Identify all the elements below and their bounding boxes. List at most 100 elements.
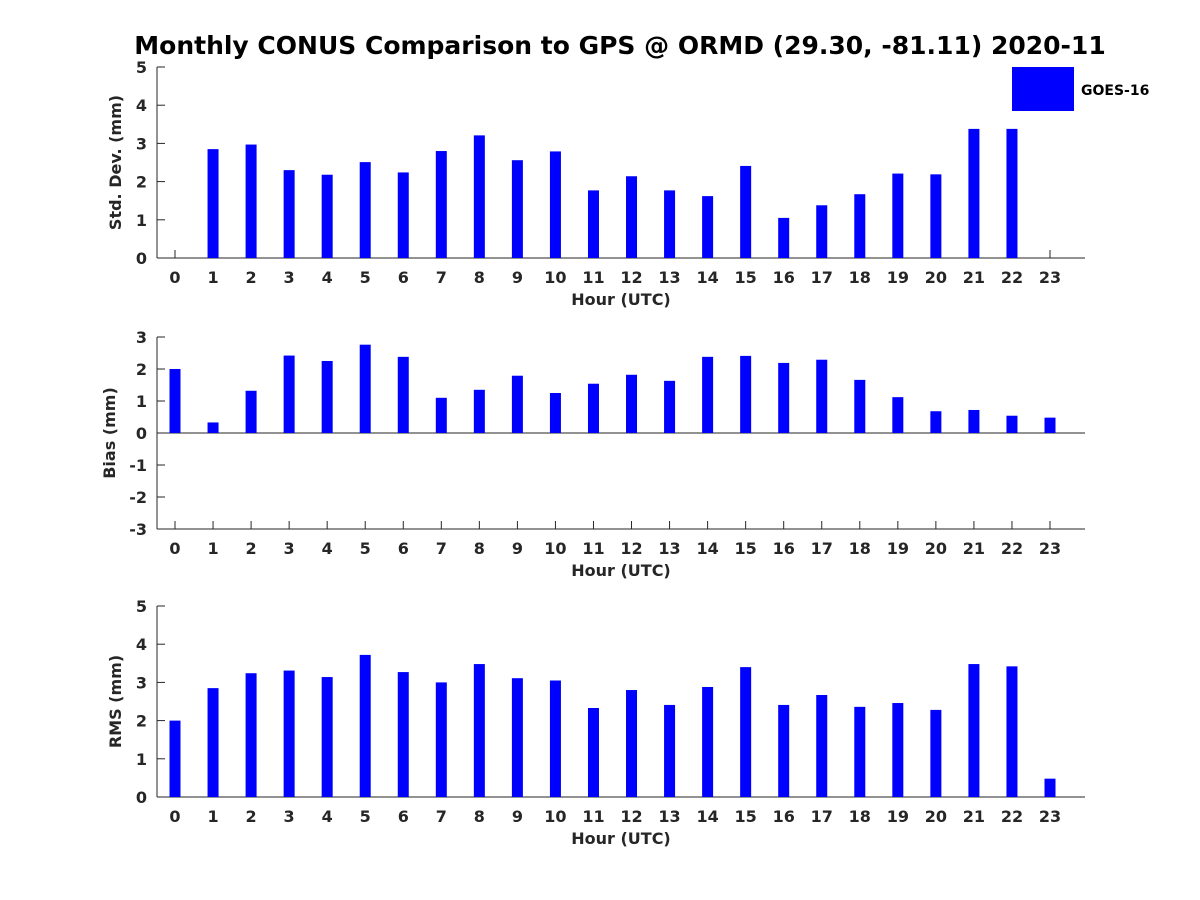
rms-y-tick-label: 4	[136, 635, 147, 654]
std-dev-bar-1	[207, 149, 219, 258]
bias-y-tick-label: -3	[129, 520, 147, 539]
std-dev-x-tick-label: 22	[1001, 268, 1023, 287]
rms-bar-6	[397, 672, 409, 797]
bias-bar-13	[664, 380, 676, 433]
legend-swatch	[1012, 67, 1074, 111]
rms-y-axis-label: RMS (mm)	[106, 655, 125, 748]
figure-title: Monthly CONUS Comparison to GPS @ ORMD (…	[134, 31, 1105, 60]
std-dev-x-tick-label: 9	[512, 268, 523, 287]
rms-bar-5	[359, 654, 371, 797]
bias-bar-23	[1044, 417, 1056, 433]
rms-bar-9	[511, 678, 523, 797]
bias-y-tick-label: 2	[136, 360, 147, 379]
bias-bar-20	[930, 411, 942, 433]
std-dev-x-axis-label: Hour (UTC)	[571, 290, 671, 309]
std-dev-bar-5	[359, 162, 371, 258]
bias-x-tick-label: 23	[1039, 539, 1061, 558]
rms-x-tick-label: 7	[436, 807, 447, 826]
std-dev-y-tick-label: 2	[136, 173, 147, 192]
std-dev-x-tick-label: 10	[544, 268, 566, 287]
std-dev-bar-3	[283, 170, 295, 258]
std-dev-y-tick-label: 5	[136, 58, 147, 77]
bias-bar-22	[1006, 415, 1018, 433]
rms-bar-15	[740, 667, 752, 797]
bias-x-tick-label: 17	[811, 539, 833, 558]
rms-bar-1	[207, 688, 219, 797]
rms-x-tick-label: 4	[322, 807, 333, 826]
legend[interactable]: GOES-16	[1012, 67, 1149, 111]
rms-bar-4	[321, 677, 333, 797]
std-dev-x-tick-label: 1	[207, 268, 218, 287]
std-dev-bar-9	[511, 160, 523, 258]
std-dev-bar-18	[854, 194, 866, 258]
bias-bar-6	[397, 356, 409, 433]
std-dev-bar-7	[435, 151, 447, 258]
rms-x-tick-label: 3	[284, 807, 295, 826]
std-dev-bar-8	[473, 135, 485, 258]
bias-x-tick-label: 6	[398, 539, 409, 558]
bias-x-tick-label: 10	[544, 539, 566, 558]
rms-x-tick-label: 11	[582, 807, 604, 826]
std-dev-x-tick-label: 12	[620, 268, 642, 287]
std-dev-bar-14	[702, 196, 714, 258]
rms-x-tick-label: 21	[963, 807, 985, 826]
rms-x-tick-label: 18	[849, 807, 871, 826]
rms-bar-2	[245, 673, 257, 797]
rms-bar-14	[702, 686, 714, 797]
bias-x-tick-label: 16	[773, 539, 795, 558]
bias-x-tick-label: 20	[925, 539, 947, 558]
rms-bar-0	[169, 720, 181, 797]
rms-bar-20	[930, 709, 942, 797]
std-dev-x-tick-label: 13	[658, 268, 680, 287]
rms-x-tick-label: 0	[169, 807, 180, 826]
std-dev-x-tick-label: 23	[1039, 268, 1061, 287]
bias-x-tick-label: 12	[620, 539, 642, 558]
rms-y-tick-label: 5	[136, 597, 147, 616]
std-dev-bar-15	[740, 165, 752, 258]
bias-bar-17	[816, 359, 828, 433]
rms-x-tick-label: 14	[696, 807, 718, 826]
bias-bar-19	[892, 397, 904, 433]
rms-x-tick-label: 9	[512, 807, 523, 826]
rms-bar-21	[968, 664, 980, 797]
bias-y-tick-label: 1	[136, 392, 147, 411]
rms-bar-18	[854, 706, 866, 797]
rms-x-tick-label: 13	[658, 807, 680, 826]
rms-bar-23	[1044, 778, 1056, 797]
rms-x-tick-label: 20	[925, 807, 947, 826]
std-dev-bar-21	[968, 128, 980, 258]
bias-y-tick-label: 0	[136, 424, 147, 443]
std-dev-x-tick-label: 11	[582, 268, 604, 287]
rms-bar-3	[283, 670, 295, 797]
std-dev-bar-11	[587, 190, 599, 258]
bias-x-tick-label: 21	[963, 539, 985, 558]
std-dev-bar-2	[245, 144, 257, 258]
rms-x-tick-label: 23	[1039, 807, 1061, 826]
std-dev-x-tick-label: 4	[322, 268, 333, 287]
rms-bar-12	[626, 690, 638, 797]
rms-x-axis-label: Hour (UTC)	[571, 829, 671, 848]
bias-y-tick-label: 3	[136, 328, 147, 347]
bias-bar-10	[549, 393, 561, 433]
bias-x-tick-label: 0	[169, 539, 180, 558]
bias-bar-12	[626, 374, 638, 433]
bias-bar-4	[321, 361, 333, 433]
rms-bar-7	[435, 682, 447, 797]
bias-y-axis-label: Bias (mm)	[100, 387, 119, 479]
std-dev-x-tick-label: 2	[246, 268, 257, 287]
std-dev-bar-20	[930, 174, 942, 258]
std-dev-y-tick-label: 3	[136, 134, 147, 153]
std-dev-y-tick-label: 1	[136, 211, 147, 230]
std-dev-x-tick-label: 7	[436, 268, 447, 287]
bias-x-tick-label: 15	[735, 539, 757, 558]
std-dev-bar-19	[892, 173, 904, 258]
bias-x-tick-label: 1	[207, 539, 218, 558]
bias-bar-7	[435, 397, 447, 433]
bias-bar-1	[207, 422, 219, 433]
std-dev-bar-17	[816, 205, 828, 258]
rms-x-tick-label: 22	[1001, 807, 1023, 826]
std-dev-x-tick-label: 19	[887, 268, 909, 287]
